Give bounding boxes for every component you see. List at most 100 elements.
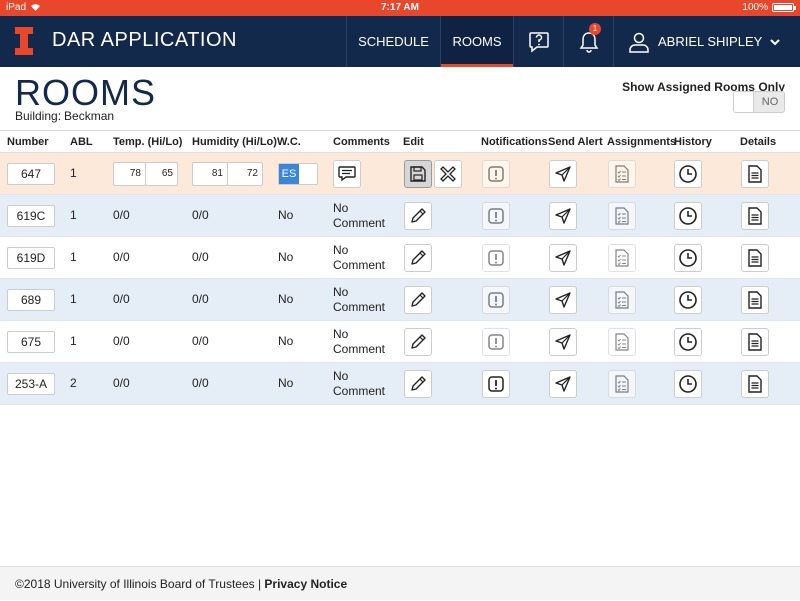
battery-icon: [772, 3, 796, 12]
room-humidity: 0/0: [192, 376, 209, 390]
col-comments: Comments: [333, 136, 390, 148]
send-icon: [555, 292, 571, 308]
history-button[interactable]: [674, 370, 702, 398]
room-temp: 0/0: [113, 208, 130, 222]
edit-button[interactable]: [404, 244, 432, 272]
room-wc: No: [278, 292, 294, 306]
room-comment: No Comment: [333, 285, 393, 315]
alert-icon: [488, 166, 504, 182]
nav-rooms[interactable]: ROOMS: [440, 16, 513, 67]
notifications-button[interactable]: [482, 328, 510, 356]
clock-icon: [679, 165, 697, 183]
comment-line-1: No: [333, 285, 349, 299]
notifications-button[interactable]: [482, 244, 510, 272]
help-icon: [528, 31, 549, 53]
details-button[interactable]: [741, 286, 769, 314]
room-abl: 1: [70, 208, 77, 222]
clock-icon: [679, 375, 697, 393]
building-label: Building:: [15, 109, 62, 123]
col-humidity: Humidity (Hi/Lo): [192, 136, 277, 148]
checklist-icon: [615, 207, 629, 225]
user-menu[interactable]: ABRIEL SHIPLEY: [613, 16, 800, 67]
assignments-button[interactable]: [608, 328, 636, 356]
edit-button[interactable]: [404, 202, 432, 230]
table-row: 675 1 0/0 0/0 No No Comment: [0, 321, 800, 363]
room-temp: 0/0: [113, 334, 130, 348]
assignments-button[interactable]: [608, 370, 636, 398]
alert-icon: [488, 334, 504, 350]
col-notifications: Notifications: [481, 136, 548, 148]
user-name: ABRIEL SHIPLEY: [658, 34, 763, 49]
save-button[interactable]: [404, 160, 432, 188]
room-comment: No Comment: [333, 201, 393, 231]
alert-icon: [488, 250, 504, 266]
send-alert-button[interactable]: [549, 328, 577, 356]
col-temp: Temp. (Hi/Lo): [113, 136, 183, 148]
send-alert-button[interactable]: [549, 160, 577, 188]
document-icon: [748, 291, 762, 309]
notifications-button[interactable]: [482, 202, 510, 230]
details-button[interactable]: [741, 244, 769, 272]
col-number: Number: [7, 136, 49, 148]
notifications-button[interactable]: [482, 160, 510, 188]
document-icon: [748, 249, 762, 267]
assignments-button[interactable]: [608, 202, 636, 230]
send-alert-button[interactable]: [549, 244, 577, 272]
col-abl: ABL: [70, 136, 93, 148]
edit-button[interactable]: [404, 370, 432, 398]
comment-line-2: Comment: [333, 342, 386, 356]
temp-lo-input[interactable]: 65: [145, 162, 178, 186]
history-button[interactable]: [674, 244, 702, 272]
notifications-button[interactable]: [482, 286, 510, 314]
room-humidity: 0/0: [192, 292, 209, 306]
pencil-icon: [411, 250, 426, 265]
send-alert-button[interactable]: [549, 286, 577, 314]
history-button[interactable]: [674, 286, 702, 314]
chevron-down-icon: [770, 38, 781, 45]
wc-toggle[interactable]: ES: [278, 163, 318, 185]
room-number: 647: [7, 163, 55, 185]
details-button[interactable]: [741, 328, 769, 356]
humidity-lo-input[interactable]: 72: [227, 162, 263, 186]
room-temp: 0/0: [113, 376, 130, 390]
room-comment: No Comment: [333, 327, 393, 357]
send-alert-button[interactable]: [549, 370, 577, 398]
history-button[interactable]: [674, 202, 702, 230]
device-name: iPad: [6, 2, 27, 13]
notifications-button[interactable]: [482, 370, 510, 398]
assigned-only-toggle[interactable]: NO: [733, 91, 785, 113]
room-number: 675: [7, 331, 55, 353]
edit-button[interactable]: [404, 286, 432, 314]
clock: 7:17 AM: [381, 2, 419, 13]
help-button[interactable]: [513, 16, 563, 67]
send-alert-button[interactable]: [549, 202, 577, 230]
temp-hi-input[interactable]: 78: [113, 162, 146, 186]
checklist-icon: [615, 249, 629, 267]
details-button[interactable]: [741, 160, 769, 188]
humidity-hi-input[interactable]: 81: [192, 162, 228, 186]
send-icon: [555, 334, 571, 350]
history-button[interactable]: [674, 328, 702, 356]
col-edit: Edit: [403, 136, 424, 148]
col-assignments: Assignments: [607, 136, 677, 148]
details-button[interactable]: [741, 370, 769, 398]
nav-schedule[interactable]: SCHEDULE: [346, 16, 440, 67]
comment-button[interactable]: [333, 160, 361, 188]
page-title: ROOMS: [15, 72, 157, 113]
assignments-button[interactable]: [608, 160, 636, 188]
assignments-button[interactable]: [608, 244, 636, 272]
room-number: 619C: [7, 205, 55, 227]
assignments-button[interactable]: [608, 286, 636, 314]
history-button[interactable]: [674, 160, 702, 188]
room-wc: No: [278, 250, 294, 264]
cancel-button[interactable]: [434, 160, 462, 188]
comment-line-1: No: [333, 201, 349, 215]
edit-button[interactable]: [404, 328, 432, 356]
checklist-icon: [615, 333, 629, 351]
col-send-alert: Send Alert: [548, 136, 603, 148]
notifications-button[interactable]: 1: [563, 16, 613, 67]
col-details: Details: [740, 136, 777, 148]
privacy-notice-link[interactable]: Privacy Notice: [264, 577, 348, 591]
comment-line-1: No: [333, 243, 349, 257]
details-button[interactable]: [741, 202, 769, 230]
